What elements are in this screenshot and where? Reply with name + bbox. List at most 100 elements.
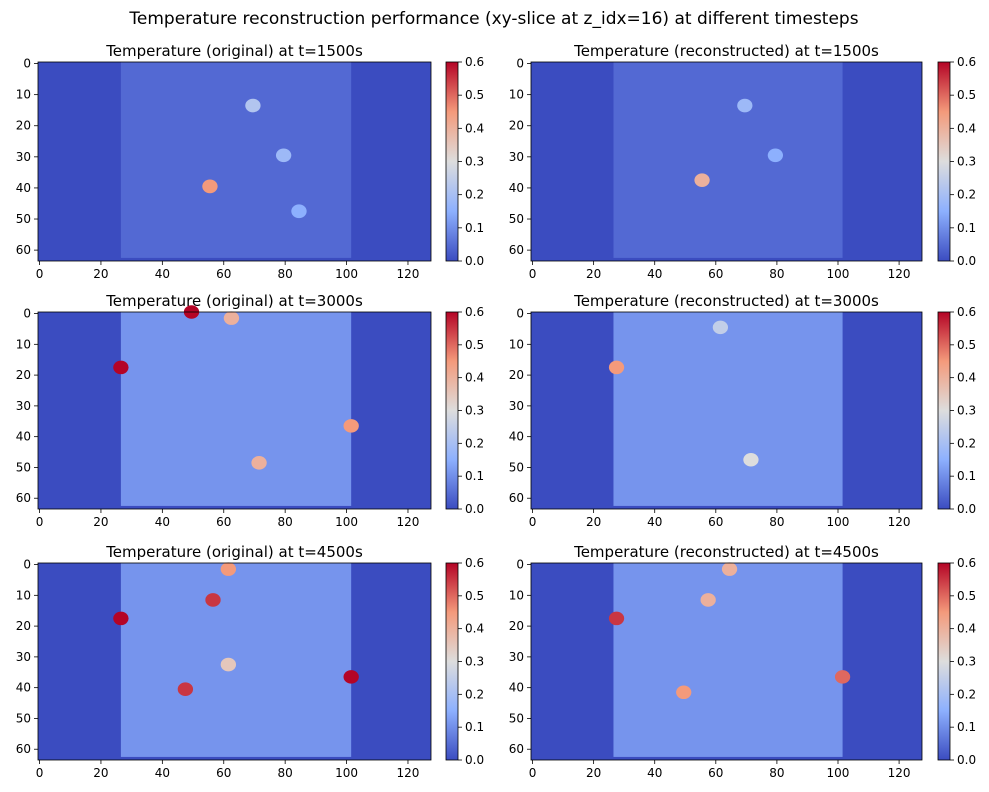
y-tick-label: 10 <box>16 588 31 602</box>
heatmap-hotspot <box>834 670 851 684</box>
heatmap-panel: Temperature (reconstructed) at t=1500s 0 2… <box>509 42 976 281</box>
colorbar-tick-label: 0.4 <box>465 121 484 135</box>
y-tick-label: 40 <box>16 430 31 444</box>
x-tick-label: 20 <box>93 267 108 281</box>
colorbar-tick-label: 0.4 <box>957 622 976 636</box>
colorbar-tick-label: 0.1 <box>465 720 484 734</box>
x-tick-label: 0 <box>36 766 44 780</box>
heatmap-hotspot <box>694 173 710 187</box>
heatmap-hotspot <box>608 360 625 375</box>
colorbar-tick-label: 0.4 <box>465 371 484 385</box>
colorbar-tick-label: 0.3 <box>957 155 976 169</box>
colorbar-tick-label: 0.2 <box>465 188 484 202</box>
colorbar-tick-label: 0.6 <box>957 556 976 570</box>
colorbar-tick-label: 0.1 <box>957 221 976 235</box>
x-tick-label: 60 <box>708 515 723 529</box>
axes-frame <box>530 61 923 262</box>
y-tick-label: 50 <box>509 711 524 725</box>
x-tick-label: 40 <box>647 515 662 529</box>
colorbar-tick-label: 0.5 <box>957 589 976 603</box>
heatmap-domain-region <box>120 563 352 757</box>
y-tick-label: 20 <box>16 368 31 382</box>
y-tick-label: 0 <box>516 307 524 321</box>
heatmap-panel: Temperature (original) at t=1500s 0 20 40 60… <box>16 42 484 281</box>
x-tick-label: 40 <box>155 515 170 529</box>
colorbar-tick-label: 0.2 <box>465 436 484 450</box>
colorbar-tick-label: 0.5 <box>957 88 976 102</box>
x-tick-label: 60 <box>708 267 723 281</box>
heatmap-hotspot <box>343 419 359 433</box>
x-tick-label: 120 <box>397 267 420 281</box>
y-tick-label: 10 <box>16 337 31 351</box>
heatmap-domain-region <box>613 62 843 258</box>
y-tick-label: 0 <box>23 558 31 572</box>
heatmap-hotspot <box>205 593 221 607</box>
x-tick-label: 60 <box>708 766 723 780</box>
heatmap-hotspot <box>712 320 729 335</box>
x-tick-label: 100 <box>335 515 358 529</box>
heatmap-hotspot <box>737 98 753 113</box>
y-tick-label: 50 <box>509 460 524 474</box>
colorbar-tick-label: 0.3 <box>957 655 976 669</box>
figure-suptitle: Temperature reconstruction performance (… <box>128 9 858 29</box>
x-tick-label: 80 <box>769 267 784 281</box>
x-tick-label: 120 <box>397 515 420 529</box>
colorbar <box>445 562 459 761</box>
x-tick-label: 40 <box>155 766 170 780</box>
heatmap-hotspot <box>223 311 240 325</box>
colorbar-tick-label: 0.1 <box>957 720 976 734</box>
x-tick-label: 40 <box>155 267 170 281</box>
y-tick-label: 50 <box>16 460 31 474</box>
y-tick-label: 20 <box>509 119 524 133</box>
y-tick-label: 0 <box>23 57 31 71</box>
y-tick-label: 50 <box>509 212 524 226</box>
axes-frame <box>530 311 923 510</box>
colorbar-tick-label: 0.0 <box>465 753 484 767</box>
x-tick-label: 40 <box>647 766 662 780</box>
x-tick-label: 0 <box>529 267 537 281</box>
x-tick-label: 120 <box>888 515 911 529</box>
x-tick-label: 100 <box>827 766 850 780</box>
x-tick-label: 0 <box>36 267 44 281</box>
x-tick-label: 60 <box>216 766 231 780</box>
x-tick-label: 20 <box>586 267 601 281</box>
colorbar-tick-label: 0.3 <box>465 655 484 669</box>
heatmap-hotspot <box>177 682 194 696</box>
colorbar-tick-label: 0.4 <box>957 371 976 385</box>
y-tick-label: 30 <box>509 399 524 413</box>
colorbar <box>445 61 459 262</box>
heatmap-panel: Temperature (reconstructed) at t=4500s 0 2… <box>509 543 976 780</box>
y-tick-label: 30 <box>509 650 524 664</box>
y-tick-label: 30 <box>509 150 524 164</box>
y-tick-label: 50 <box>16 212 31 226</box>
y-tick-label: 20 <box>509 619 524 633</box>
panel-title: Temperature (original) at t=4500s <box>105 543 363 561</box>
panel-title: Temperature (original) at t=1500s <box>105 42 363 60</box>
colorbar-tick-label: 0.6 <box>465 556 484 570</box>
colorbar-tick-label: 0.6 <box>465 55 484 69</box>
y-tick-label: 10 <box>509 88 524 102</box>
heatmap-hotspot <box>275 148 292 163</box>
x-tick-label: 80 <box>278 515 293 529</box>
y-tick-label: 40 <box>16 681 31 695</box>
x-tick-label: 20 <box>93 515 108 529</box>
x-tick-label: 80 <box>769 515 784 529</box>
colorbar-tick-label: 0.6 <box>465 305 484 319</box>
x-tick-label: 0 <box>36 515 44 529</box>
colorbar-tick-label: 0.6 <box>957 305 976 319</box>
y-tick-label: 10 <box>509 337 524 351</box>
heatmap-domain-region <box>120 62 352 258</box>
y-tick-label: 60 <box>509 491 524 505</box>
axes-frame <box>37 311 432 510</box>
heatmap-hotspot <box>113 360 129 375</box>
x-tick-label: 20 <box>586 515 601 529</box>
colorbar <box>937 562 951 761</box>
heatmap-hotspot <box>251 456 267 470</box>
heatmap-hotspot <box>113 611 129 626</box>
heatmap-hotspot <box>220 562 237 576</box>
heatmap-domain-region <box>120 312 352 506</box>
y-tick-label: 0 <box>516 57 524 71</box>
x-tick-label: 100 <box>827 267 850 281</box>
heatmap-panel: Temperature (original) at t=4500s 0 20 40 60… <box>16 543 484 780</box>
colorbar-tick-label: 0.0 <box>957 753 976 767</box>
